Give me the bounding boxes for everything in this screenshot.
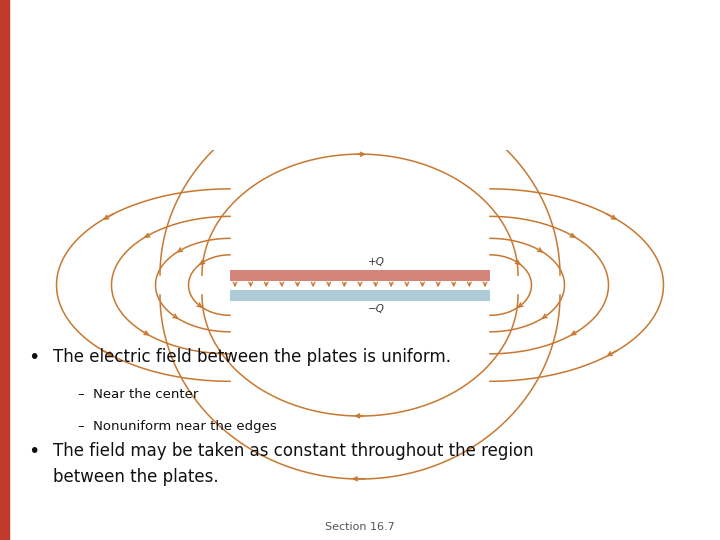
Bar bbox=[230, 289, 490, 301]
Text: −Q: −Q bbox=[368, 303, 385, 314]
Bar bbox=[0, 0, 9, 150]
Text: Section 16.7: Section 16.7 bbox=[325, 522, 395, 532]
Text: –  Nonuniform near the edges: – Nonuniform near the edges bbox=[78, 420, 276, 433]
Bar bbox=[0, 150, 9, 540]
Text: The field may be taken as constant throughout the region
between the plates.: The field may be taken as constant throu… bbox=[53, 442, 534, 486]
Text: The electric field between the plates is uniform.: The electric field between the plates is… bbox=[53, 348, 451, 366]
Text: +Q: +Q bbox=[368, 256, 385, 267]
Text: Electric Field in a Parallel-Plate
Capacitor: Electric Field in a Parallel-Plate Capac… bbox=[114, 38, 606, 105]
Text: •: • bbox=[28, 442, 40, 461]
Text: –  Near the center: – Near the center bbox=[78, 388, 199, 401]
Text: •: • bbox=[28, 348, 40, 367]
Bar bbox=[230, 269, 490, 281]
